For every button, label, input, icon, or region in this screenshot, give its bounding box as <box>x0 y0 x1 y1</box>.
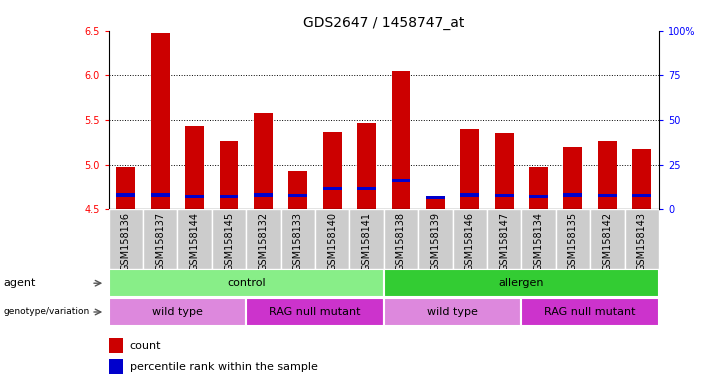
Text: percentile rank within the sample: percentile rank within the sample <box>130 362 318 372</box>
FancyBboxPatch shape <box>384 209 418 269</box>
Bar <box>632 194 651 197</box>
FancyBboxPatch shape <box>246 209 280 269</box>
Bar <box>495 194 514 197</box>
Bar <box>109 338 123 353</box>
FancyBboxPatch shape <box>453 209 487 269</box>
Text: count: count <box>130 341 161 351</box>
Bar <box>254 113 273 209</box>
FancyBboxPatch shape <box>315 209 349 269</box>
Bar <box>116 167 135 209</box>
Text: GSM158143: GSM158143 <box>637 212 647 271</box>
Text: GSM158140: GSM158140 <box>327 212 337 271</box>
FancyBboxPatch shape <box>556 209 590 269</box>
Bar <box>219 195 238 199</box>
Bar <box>461 194 479 197</box>
Text: GSM158138: GSM158138 <box>396 212 406 271</box>
Text: GSM158141: GSM158141 <box>362 212 372 271</box>
FancyBboxPatch shape <box>384 298 522 326</box>
FancyBboxPatch shape <box>143 209 177 269</box>
Text: GSM158132: GSM158132 <box>259 212 268 271</box>
Bar <box>151 33 170 209</box>
FancyBboxPatch shape <box>109 209 143 269</box>
Text: allergen: allergen <box>498 278 544 288</box>
FancyBboxPatch shape <box>625 209 659 269</box>
Bar <box>392 71 411 209</box>
Bar <box>219 141 238 209</box>
Bar <box>116 194 135 197</box>
Text: wild type: wild type <box>427 307 478 317</box>
FancyBboxPatch shape <box>280 209 315 269</box>
FancyBboxPatch shape <box>212 209 246 269</box>
Bar <box>529 167 548 209</box>
FancyBboxPatch shape <box>349 209 384 269</box>
FancyBboxPatch shape <box>590 209 625 269</box>
Bar <box>529 195 548 199</box>
Bar <box>426 196 445 199</box>
FancyBboxPatch shape <box>109 298 246 326</box>
Bar <box>109 359 123 374</box>
Text: agent: agent <box>4 278 36 288</box>
Text: RAG null mutant: RAG null mutant <box>545 307 636 317</box>
Text: GSM158144: GSM158144 <box>190 212 200 271</box>
Bar <box>185 195 204 199</box>
Bar <box>254 194 273 197</box>
Bar <box>288 194 307 197</box>
FancyBboxPatch shape <box>384 270 659 297</box>
Text: GSM158145: GSM158145 <box>224 212 234 271</box>
Bar <box>357 122 376 209</box>
Bar <box>564 147 583 209</box>
Text: control: control <box>227 278 266 288</box>
Text: wild type: wild type <box>152 307 203 317</box>
Bar <box>426 197 445 209</box>
Text: GSM158137: GSM158137 <box>155 212 165 271</box>
Bar <box>151 194 170 197</box>
Text: RAG null mutant: RAG null mutant <box>269 307 361 317</box>
FancyBboxPatch shape <box>522 209 556 269</box>
Text: GSM158142: GSM158142 <box>602 212 613 271</box>
FancyBboxPatch shape <box>109 270 384 297</box>
Bar <box>322 187 341 190</box>
Bar <box>632 149 651 209</box>
Text: GSM158147: GSM158147 <box>499 212 509 271</box>
Bar <box>185 126 204 209</box>
Text: GSM158135: GSM158135 <box>568 212 578 271</box>
Bar <box>288 171 307 209</box>
Text: GSM158146: GSM158146 <box>465 212 475 271</box>
Text: GSM158134: GSM158134 <box>533 212 543 271</box>
Bar <box>392 179 411 182</box>
Bar <box>322 132 341 209</box>
FancyBboxPatch shape <box>177 209 212 269</box>
Text: genotype/variation: genotype/variation <box>4 308 90 316</box>
Text: GSM158136: GSM158136 <box>121 212 131 271</box>
FancyBboxPatch shape <box>246 298 384 326</box>
Text: GSM158133: GSM158133 <box>293 212 303 271</box>
Text: GSM158139: GSM158139 <box>430 212 440 271</box>
Bar <box>564 194 583 197</box>
FancyBboxPatch shape <box>487 209 522 269</box>
Title: GDS2647 / 1458747_at: GDS2647 / 1458747_at <box>303 16 465 30</box>
Bar <box>495 133 514 209</box>
Bar <box>461 129 479 209</box>
FancyBboxPatch shape <box>522 298 659 326</box>
Bar <box>357 187 376 190</box>
FancyBboxPatch shape <box>418 209 453 269</box>
Bar <box>598 194 617 197</box>
Bar <box>598 141 617 209</box>
